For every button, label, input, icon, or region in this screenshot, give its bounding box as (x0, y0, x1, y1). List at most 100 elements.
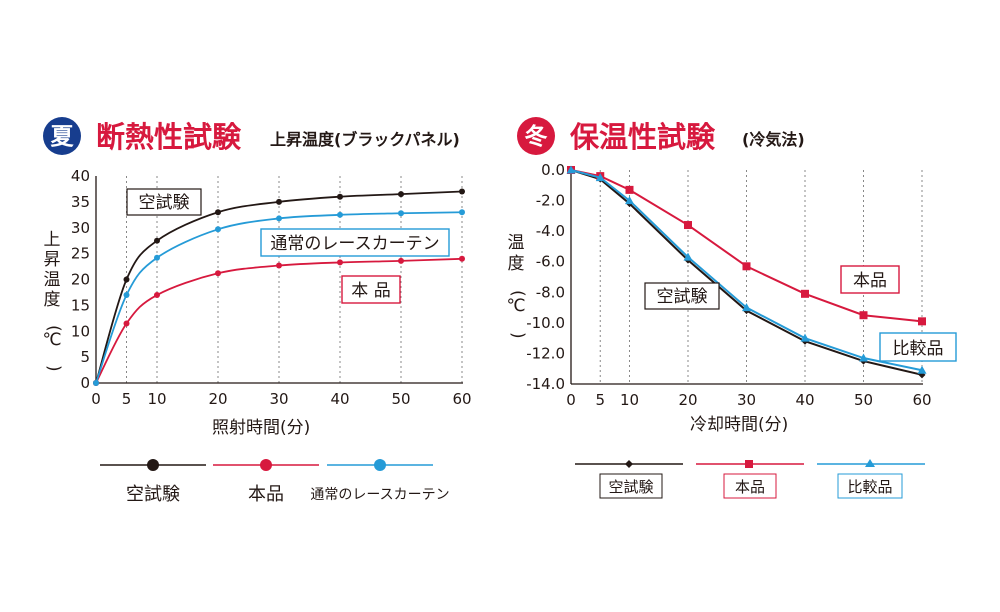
s-x-tick-label: 40 (330, 390, 349, 408)
winter-header: 冬 保温性試験 (冷気法) (517, 117, 805, 155)
w-y-tick-label: -12.0 (526, 344, 565, 362)
s-y-tick-label: 35 (71, 193, 90, 211)
w-point-1-4 (742, 262, 751, 271)
s-point-0-2 (154, 237, 160, 244)
winter-subtitle: (冷気法) (742, 130, 805, 149)
s-y-tick-label: 5 (80, 348, 90, 366)
s-y-tick-label: 20 (71, 271, 90, 289)
winter-annotation-product: 本品 (853, 271, 887, 291)
summer-badge-circle (43, 117, 81, 155)
summer-x-tick-labels: 0 5 10 20 30 40 50 60 (91, 390, 471, 408)
winter-legend-box-blank (599, 473, 663, 499)
winter-annotation-box-blank (644, 282, 720, 310)
summer-y-axis-label: 上昇温度(℃) (42, 230, 63, 372)
s-y-tick-label: 30 (71, 219, 90, 237)
s-point-1-7 (459, 255, 465, 262)
summer-subtitle: 上昇温度(ブラックパネル) (270, 130, 460, 149)
winter-y-axis-label: 温度(℃) (506, 233, 527, 339)
w-x-tick-label: 5 (595, 391, 605, 409)
w-series-line-2 (570, 169, 923, 372)
w-point-2-2 (625, 196, 634, 205)
s-y-tick-label: 25 (71, 245, 90, 263)
s-y-tick-label: 10 (71, 322, 90, 340)
s-point-2-3 (215, 226, 221, 233)
summer-title: 断熱性試験 (96, 120, 242, 154)
summer-badge-label: 夏 (51, 124, 75, 150)
s-point-1-3 (215, 270, 221, 277)
winter-legend-label-product: 本品 (735, 478, 765, 496)
w-series-line-1 (570, 169, 923, 323)
summer-legend-marker-product (260, 459, 272, 471)
winter-legend-marker-compare (865, 459, 875, 467)
s-y-tick-label: 40 (71, 167, 90, 185)
summer-legend: 空試験 本品 通常のレースカーテン (100, 459, 450, 505)
s-x-tick-label: 10 (147, 390, 166, 408)
summer-x-axis-label: 照射時間(分) (212, 418, 310, 438)
summer-legend-label-lace: 通常のレースカーテン (310, 487, 449, 503)
w-x-tick-label: 10 (620, 391, 639, 409)
winter-badge-label: 冬 (525, 123, 548, 150)
w-point-1-7 (918, 317, 926, 326)
s-point-2-0 (93, 380, 99, 386)
w-y-tick-label: -14.0 (526, 375, 565, 393)
summer-annotation-blank: 空試験 (139, 193, 190, 213)
w-y-tick-label: -4.0 (536, 222, 565, 240)
w-x-tick-label: 30 (737, 391, 756, 409)
winter-x-tick-labels: 0 5 10 20 30 40 50 60 (566, 391, 931, 409)
summer-annotation-box-blank (126, 188, 202, 216)
w-y-tick-label: -10.0 (526, 314, 565, 332)
s-point-0-6 (398, 191, 404, 198)
s-x-tick-label: 20 (208, 390, 227, 408)
summer-series (93, 188, 465, 386)
summer-annotation-lace: 通常のレースカーテン (270, 234, 439, 254)
summer-annotation-box-product (341, 275, 401, 304)
s-y-tick-label: 15 (71, 296, 90, 314)
w-point-1-5 (801, 289, 809, 298)
s-point-0-5 (337, 193, 343, 200)
w-point-2-1 (595, 173, 605, 182)
s-point-2-1 (123, 292, 130, 299)
summer-y-tick-labels: 0 5 10 15 20 25 30 35 40 (71, 167, 90, 392)
summer-annotation-product: 本 品 (351, 281, 390, 301)
summer-legend-marker-lace (374, 459, 386, 471)
w-y-tick-label: -6.0 (536, 253, 565, 271)
winter-y-tick-labels: 0.0 -2.0 -4.0 -6.0 -8.0 -10.0 -12.0 -14.0 (526, 161, 565, 393)
s-point-1-5 (337, 259, 343, 266)
w-y-tick-label: -2.0 (536, 192, 565, 210)
s-point-2-2 (154, 254, 160, 261)
s-point-0-7 (459, 188, 465, 195)
summer-legend-marker-blank (147, 459, 159, 471)
s-point-1-4 (276, 262, 282, 269)
w-point-1-6 (859, 311, 868, 320)
w-x-tick-label: 40 (795, 391, 814, 409)
w-point-2-7 (917, 365, 927, 374)
winter-legend-label-blank: 空試験 (608, 478, 653, 496)
s-point-2-7 (459, 209, 465, 216)
s-point-1-6 (398, 257, 404, 264)
s-x-tick-label: 30 (269, 390, 288, 408)
winter-x-axis-label: 冷却時間(分) (690, 415, 788, 435)
s-x-tick-label: 60 (452, 390, 471, 408)
summer-header: 夏 断熱性試験 上昇温度(ブラックパネル) (43, 117, 460, 155)
s-y-tick-label: 0 (80, 374, 90, 392)
w-point-2-5 (800, 333, 810, 342)
winter-annotation-box-compare (879, 332, 957, 362)
w-point-1-3 (684, 221, 692, 230)
s-point-0-4 (276, 198, 282, 205)
s-point-2-4 (276, 215, 282, 222)
winter-annotation-box-product (840, 265, 900, 294)
winter-legend: 空試験 本品 比較品 (575, 459, 925, 499)
s-point-0-1 (123, 276, 130, 283)
winter-chart: 0.0 -2.0 -4.0 -6.0 -8.0 -10.0 -12.0 -14.0 0 5 10 2… (506, 161, 957, 499)
w-y-tick-label: -8.0 (536, 283, 565, 301)
w-x-tick-label: 20 (678, 391, 697, 409)
w-point-1-2 (625, 185, 634, 194)
summer-legend-label-product: 本品 (248, 484, 284, 505)
s-point-1-2 (154, 292, 160, 299)
winter-legend-marker-blank (625, 460, 633, 468)
summer-legend-label-blank: 空試験 (126, 484, 180, 505)
w-x-tick-label: 50 (854, 391, 873, 409)
s-point-2-6 (398, 210, 404, 217)
